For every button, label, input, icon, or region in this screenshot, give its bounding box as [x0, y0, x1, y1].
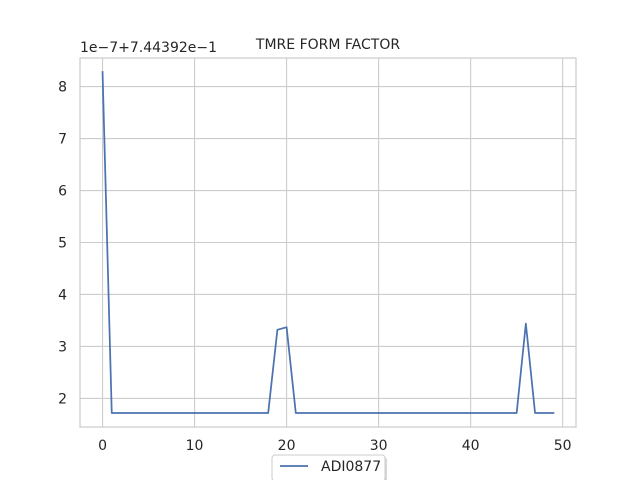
x-tick-label: 0: [98, 438, 107, 454]
series-line: [101, 71, 555, 414]
tick-labels: 0 10 20 30 40 50 2 3 4 5 6 7 8: [58, 80, 571, 454]
y-tick-label: 6: [58, 184, 67, 200]
y-tick-label: 3: [58, 339, 67, 355]
chart-title: TMRE FORM FACTOR: [255, 37, 400, 53]
y-tick-label: 5: [58, 236, 67, 252]
x-tick-label: 50: [554, 438, 572, 454]
x-tick-label: 20: [278, 438, 296, 454]
y-tick-label: 7: [58, 132, 67, 148]
axes-frame: [79, 57, 577, 428]
x-tick-label: 10: [186, 438, 204, 454]
x-tick-label: 30: [370, 438, 388, 454]
y-axis-offset-label: 1e−7+7.44392e−1: [80, 40, 217, 56]
legend: ADI0877: [271, 454, 387, 480]
series-layer: [101, 71, 555, 414]
legend-label: ADI0877: [321, 459, 381, 475]
y-tick-label: 8: [58, 80, 67, 96]
y-tick-label: 4: [58, 287, 67, 303]
legend-box: [271, 454, 386, 480]
x-tick-label: 40: [462, 438, 480, 454]
y-tick-label: 2: [58, 391, 67, 407]
axes-spines: [79, 57, 577, 428]
grid-lines: [80, 58, 576, 427]
